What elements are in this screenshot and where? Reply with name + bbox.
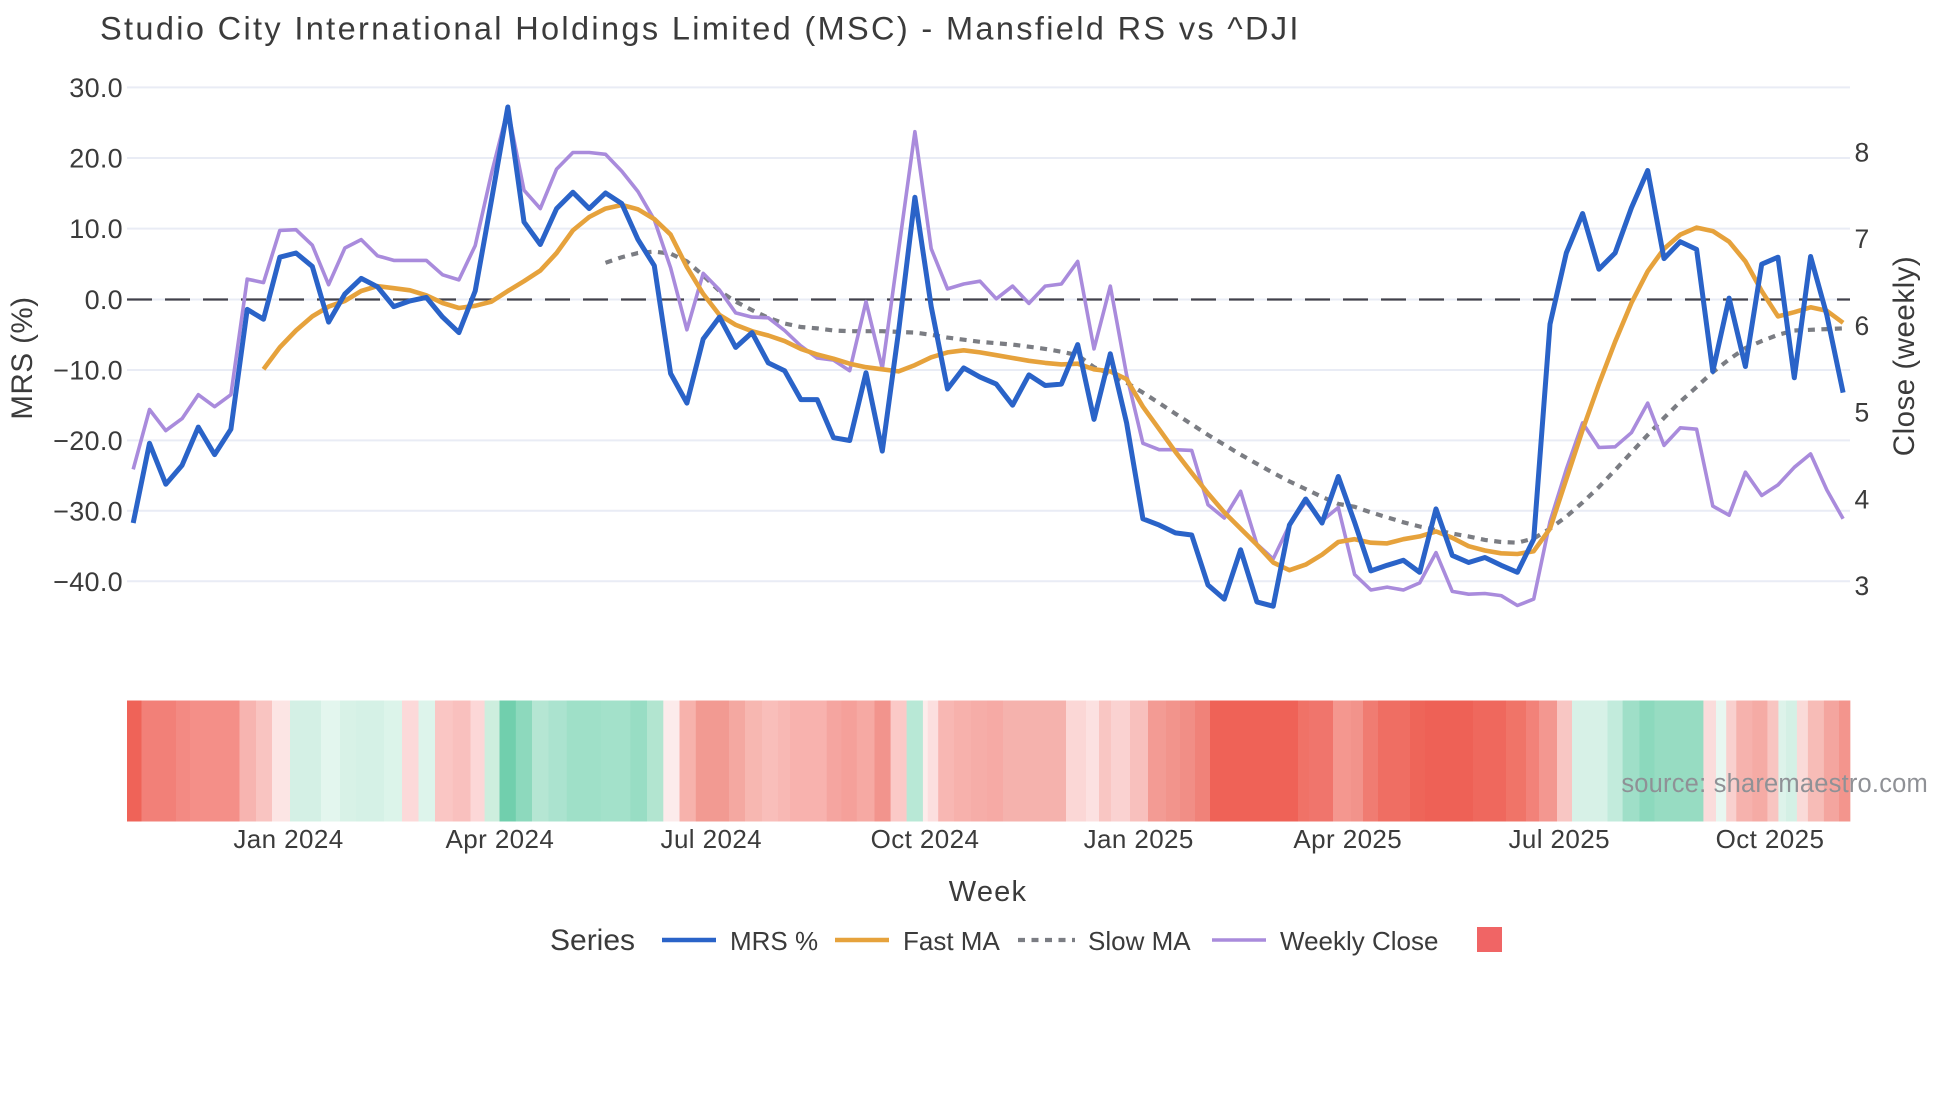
svg-text:MRS %: MRS %: [730, 926, 818, 956]
svg-text:Weekly Close: Weekly Close: [1280, 926, 1438, 956]
svg-text:Jan 2025: Jan 2025: [1084, 824, 1194, 854]
svg-text:−30.0: −30.0: [53, 496, 123, 526]
svg-text:6: 6: [1855, 311, 1870, 341]
svg-text:Slow MA: Slow MA: [1088, 926, 1191, 956]
svg-text:8: 8: [1855, 137, 1870, 167]
svg-text:Oct 2024: Oct 2024: [871, 824, 980, 854]
svg-text:Jan 2024: Jan 2024: [233, 824, 343, 854]
svg-text:20.0: 20.0: [69, 144, 123, 174]
svg-text:0.0: 0.0: [85, 285, 123, 315]
svg-text:−10.0: −10.0: [53, 356, 123, 386]
svg-text:−20.0: −20.0: [53, 426, 123, 456]
svg-text:Studio City International Hold: Studio City International Holdings Limit…: [100, 11, 1301, 47]
svg-text:Fast MA: Fast MA: [903, 926, 1000, 956]
svg-text:Close (weekly): Close (weekly): [1888, 256, 1921, 456]
svg-text:Apr 2024: Apr 2024: [446, 824, 555, 854]
svg-text:5: 5: [1855, 398, 1870, 428]
svg-text:Apr 2025: Apr 2025: [1293, 824, 1402, 854]
svg-text:3: 3: [1855, 571, 1870, 601]
svg-text:30.0: 30.0: [69, 73, 123, 103]
svg-text:MRS (%): MRS (%): [6, 296, 39, 419]
svg-text:Oct 2025: Oct 2025: [1716, 824, 1825, 854]
svg-text:Jul 2025: Jul 2025: [1508, 824, 1610, 854]
svg-text:source: sharemaestro.com: source: sharemaestro.com: [1621, 770, 1928, 798]
svg-text:10.0: 10.0: [69, 214, 123, 244]
svg-text:−40.0: −40.0: [53, 567, 123, 597]
svg-text:Week: Week: [949, 876, 1027, 908]
svg-text:Series: Series: [550, 924, 635, 957]
svg-text:7: 7: [1855, 224, 1870, 254]
svg-text:Jul 2024: Jul 2024: [661, 824, 763, 854]
svg-text:4: 4: [1855, 484, 1870, 514]
